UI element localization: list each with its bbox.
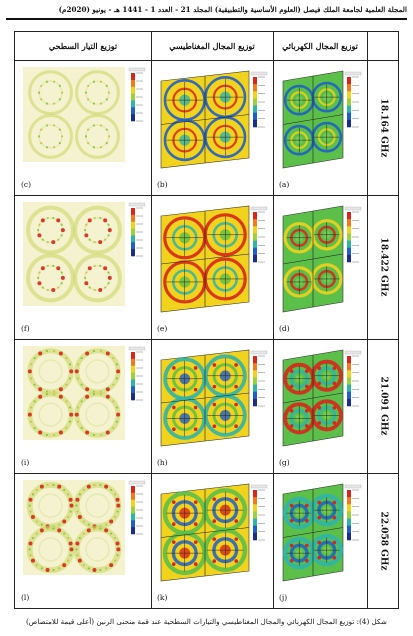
column-header-magnetic: توزيع المجال المغناطيسي <box>169 41 255 51</box>
electric-cell: (j) <box>277 476 363 605</box>
electric-cell: (a) <box>277 63 363 192</box>
frequency-label-row4: 22.058 GHz <box>367 473 399 608</box>
column-header-current: توزيع التيار السطحي <box>48 41 118 51</box>
subfigure-label: (b) <box>157 180 168 189</box>
subfigure-label: (g) <box>279 458 290 467</box>
electric-field-plot <box>282 70 362 169</box>
subfigure-label: (a) <box>279 180 290 189</box>
grid-line <box>15 195 398 196</box>
magnetic-cell: (k) <box>155 476 269 605</box>
colorbar <box>344 484 362 541</box>
surface-current-plot <box>23 202 146 306</box>
grid-line <box>15 339 398 340</box>
current-cell: (i) <box>19 342 147 470</box>
subfigure-label: (h) <box>157 458 168 467</box>
grid-line <box>367 32 368 608</box>
magnetic-field-plot <box>160 70 268 169</box>
electric-field-plot <box>282 349 362 447</box>
subfigure-label: (l) <box>21 593 30 602</box>
electric-cell: (g) <box>277 342 363 470</box>
journal-header: المجلة العلمية لجامعة الملك فيصل (العلوم… <box>58 5 407 14</box>
current-cell: (c) <box>19 63 147 192</box>
grid-line <box>273 32 274 608</box>
colorbar <box>250 71 268 128</box>
grid-line <box>15 60 398 61</box>
colorbar <box>250 206 268 263</box>
figure-caption: شكل (4): توزيع المجال الكهربائي والمجال … <box>25 617 388 626</box>
colorbar <box>344 206 362 263</box>
frequency-text: 22.058 GHz <box>378 511 389 570</box>
colorbar <box>128 202 146 257</box>
magnetic-field-plot <box>160 349 268 447</box>
colorbar <box>250 484 268 541</box>
frequency-text: 18.164 GHz <box>378 98 389 157</box>
grid-line <box>151 32 152 608</box>
electric-cell: (d) <box>277 198 363 336</box>
frequency-text: 18.422 GHz <box>378 237 389 297</box>
header-divider <box>6 18 407 20</box>
current-cell: (f) <box>19 198 147 336</box>
colorbar <box>344 350 362 407</box>
magnetic-cell: (e) <box>155 198 269 336</box>
grid-line <box>15 473 398 474</box>
frequency-label-row1: 18.164 GHz <box>367 60 399 195</box>
column-header-electric: توزيع المجال الكهربائي <box>282 41 358 51</box>
frequency-label-row2: 18.422 GHz <box>367 195 399 339</box>
subfigure-label: (j) <box>279 593 288 602</box>
surface-current-plot <box>23 346 146 440</box>
colorbar <box>128 346 146 401</box>
magnetic-field-plot <box>160 205 268 313</box>
subfigure-label: (f) <box>21 324 30 333</box>
surface-current-plot <box>23 67 146 162</box>
figure-table: توزيع المجال الكهربائي توزيع المجال المغ… <box>14 31 399 609</box>
subfigure-label: (c) <box>21 180 32 189</box>
subfigure-label: (d) <box>279 324 290 333</box>
magnetic-field-plot <box>160 483 268 582</box>
frequency-text: 21.091 GHz <box>378 376 389 436</box>
frequency-label-row3: 21.091 GHz <box>367 339 399 473</box>
current-cell: (l) <box>19 476 147 605</box>
magnetic-cell: (b) <box>155 63 269 192</box>
colorbar <box>128 67 146 122</box>
electric-field-plot <box>282 483 362 582</box>
electric-field-plot <box>282 205 362 313</box>
colorbar <box>344 71 362 128</box>
surface-current-plot <box>23 480 146 575</box>
colorbar <box>250 350 268 407</box>
magnetic-cell: (h) <box>155 342 269 470</box>
subfigure-label: (k) <box>157 593 168 602</box>
subfigure-label: (e) <box>157 324 168 333</box>
colorbar <box>128 480 146 535</box>
subfigure-label: (i) <box>21 458 30 467</box>
